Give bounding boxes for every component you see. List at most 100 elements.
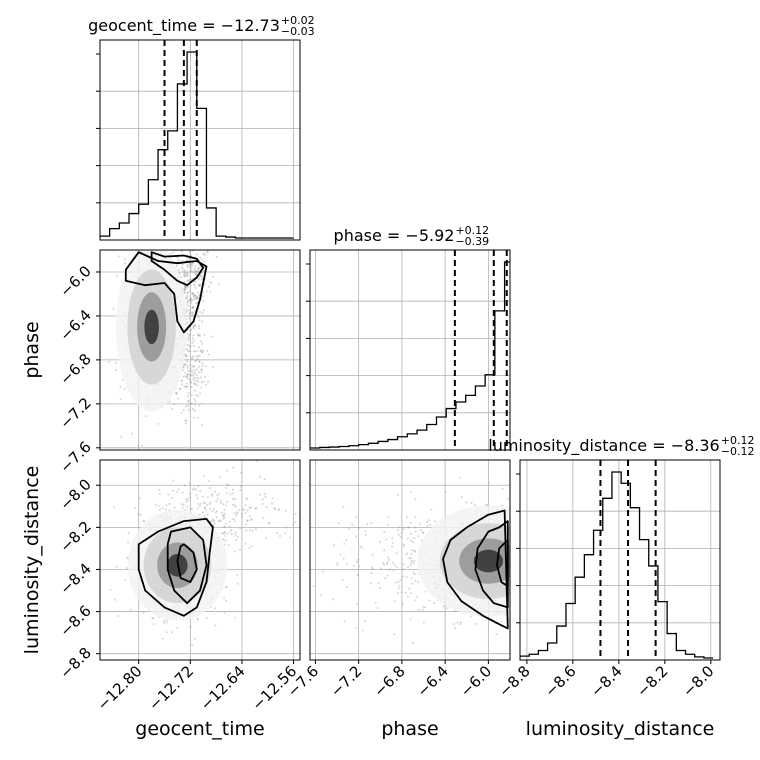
scatter-point (189, 626, 192, 628)
scatter-point (175, 245, 177, 247)
x-tick-label: −7.2 (327, 662, 365, 700)
scatter-point (210, 520, 213, 523)
scatter-point (531, 554, 533, 556)
scatter-point (530, 546, 532, 548)
scatter-point (474, 504, 477, 506)
scatter-point (377, 582, 380, 585)
scatter-point (235, 514, 238, 517)
scatter-point (320, 594, 322, 597)
scatter-point (115, 361, 118, 364)
scatter-point (370, 582, 372, 585)
scatter-point (223, 508, 226, 511)
scatter-point (410, 539, 413, 542)
scatter-point (184, 386, 187, 388)
scatter-point (414, 530, 417, 533)
scatter-point (190, 394, 193, 397)
scatter-point (284, 532, 287, 535)
scatter-point (180, 276, 183, 279)
scatter-point (263, 493, 266, 496)
scatter-point (219, 476, 222, 478)
scatter-point (201, 278, 204, 281)
scatter-point (159, 230, 161, 232)
scatter-point (191, 299, 194, 302)
scatter-point (186, 364, 189, 367)
scatter-point (394, 581, 397, 584)
scatter-point (387, 523, 390, 526)
scatter-point (386, 556, 389, 558)
scatter-point (190, 381, 193, 384)
scatter-point (202, 474, 205, 477)
scatter-point (459, 476, 462, 479)
scatter-point (409, 557, 412, 560)
scatter-point (186, 499, 189, 502)
scatter-point (370, 571, 373, 574)
scatter-point (194, 265, 197, 267)
scatter-point (194, 294, 197, 297)
scatter-point (542, 543, 544, 545)
scatter-point (192, 306, 195, 309)
scatter-point (185, 241, 187, 243)
scatter-point (212, 507, 215, 510)
scatter-point (331, 598, 334, 601)
scatter-point (190, 328, 193, 331)
scatter-point (543, 603, 545, 605)
scatter-point (196, 377, 199, 380)
scatter-point (193, 350, 196, 353)
scatter-point (186, 230, 188, 232)
scatter-point (374, 602, 377, 605)
scatter-point (176, 260, 179, 263)
scatter-point (182, 375, 185, 378)
scatter-point (172, 489, 175, 492)
scatter-point (192, 271, 195, 274)
scatter-point (433, 602, 436, 604)
scatter-point (223, 543, 226, 546)
scatter-point (184, 286, 187, 288)
scatter-point (196, 245, 198, 247)
scatter-point (186, 369, 189, 372)
scatter-point (412, 562, 415, 565)
scatter-point (396, 529, 399, 532)
scatter-point (409, 564, 412, 567)
scatter-point (163, 620, 166, 623)
scatter-point (487, 482, 490, 485)
scatter-point (182, 366, 185, 369)
scatter-point (528, 566, 530, 568)
scatter-point (198, 404, 201, 407)
scatter-point (199, 284, 202, 287)
scatter-point (181, 250, 184, 253)
scatter-point (193, 284, 196, 287)
scatter-point (186, 348, 189, 351)
scatter-point (516, 591, 518, 593)
scatter-point (186, 263, 189, 266)
scatter-point (422, 531, 425, 534)
scatter-point (197, 503, 200, 505)
scatter-point (132, 243, 134, 245)
panel-geocent_time-vs-luminosity_distance: −8.8−8.6−8.4−8.2−8.0−12.80 −12.72 −12.64 −1… (56, 459, 301, 714)
scatter-point (424, 590, 427, 593)
scatter-point (512, 561, 514, 563)
scatter-point (223, 525, 226, 528)
scatter-point (196, 297, 199, 300)
scatter-point (200, 386, 203, 389)
scatter-point (421, 608, 424, 611)
scatter-point (195, 488, 198, 491)
scatter-point (402, 545, 405, 548)
scatter-point (371, 566, 374, 569)
scatter-point (204, 383, 207, 386)
scatter-point (119, 385, 122, 388)
scatter-point (370, 522, 373, 525)
scatter-point (189, 508, 192, 511)
scatter-point (186, 265, 189, 268)
scatter-point (230, 528, 233, 531)
scatter-point (197, 377, 200, 380)
scatter-point (234, 520, 236, 523)
scatter-point (356, 560, 358, 563)
title-sup: +0.02 (281, 14, 315, 27)
contour-line (137, 518, 214, 617)
scatter-point (286, 626, 288, 628)
scatter-point (199, 266, 202, 269)
y-tick-label: −8.8 (56, 644, 94, 682)
scatter-point (197, 324, 200, 327)
scatter-point (402, 568, 405, 571)
scatter-point (187, 377, 190, 380)
